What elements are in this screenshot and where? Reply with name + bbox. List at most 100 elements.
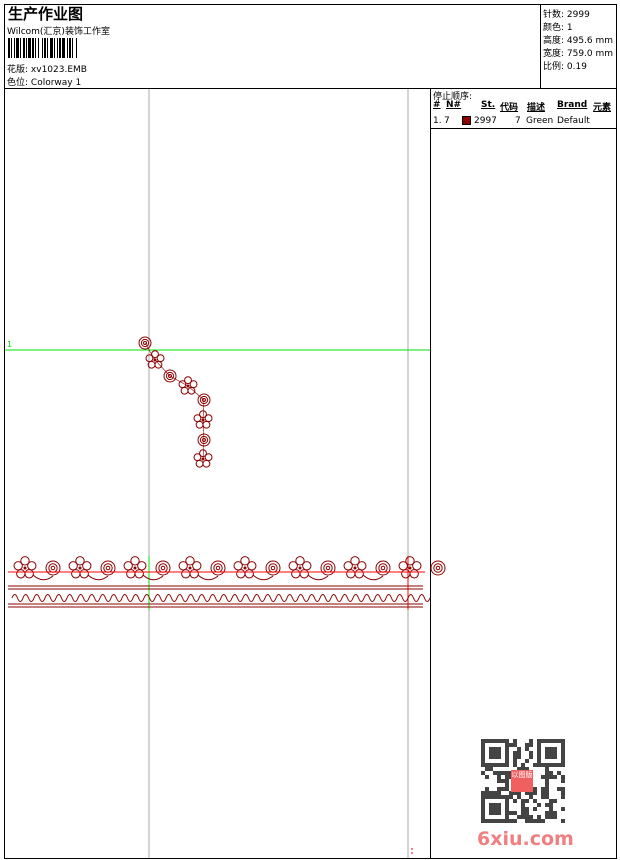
border-spiral-inner	[378, 563, 388, 573]
border-flower-petal	[189, 569, 199, 579]
flower-motif-petal	[202, 420, 211, 429]
border-flower-center	[133, 566, 137, 570]
border-spiral-inner	[433, 563, 443, 573]
flower-motif-petal	[145, 354, 154, 363]
spiral-motif	[138, 336, 152, 350]
border-flower-petal	[20, 556, 30, 566]
spiral-motif-inner	[165, 371, 175, 381]
border-flower-petal	[13, 561, 23, 571]
border-spiral	[100, 560, 116, 576]
border-spiral-inner	[268, 563, 278, 573]
row-index: 1.	[433, 116, 442, 126]
flower-motif-petal	[195, 420, 204, 429]
border-flower-petal	[302, 561, 312, 571]
motif-chain	[144, 342, 205, 460]
watermark-logo: 6xiu.com	[477, 828, 574, 850]
border-flower-petal	[82, 561, 92, 571]
border-flower-petal	[398, 561, 408, 571]
flower-motif-petal	[193, 453, 202, 462]
border-flower-petal	[130, 556, 140, 566]
border-spiral-inner	[103, 563, 113, 573]
border-flower-petal	[181, 569, 191, 579]
border-spiral-core	[215, 565, 221, 571]
design-file: xv1023.EMB	[30, 65, 87, 75]
border-spiral-inner	[48, 563, 58, 573]
border-spiral	[430, 560, 446, 576]
row-needle: 7	[444, 116, 450, 126]
border-flower-petal	[244, 569, 254, 579]
border-flower-petal	[75, 556, 85, 566]
border-flower-petal	[192, 561, 202, 571]
flower-motif-petal	[204, 453, 213, 462]
border-flower-petal	[357, 561, 367, 571]
border-flower-petal	[137, 561, 147, 571]
border-flower-center	[78, 566, 82, 570]
border-flower-center	[353, 566, 357, 570]
border-spiral	[265, 560, 281, 576]
flower-motif-petal	[204, 414, 213, 423]
border-flower-petal	[79, 569, 89, 579]
border-spiral-core	[105, 565, 111, 571]
border-flower-petal	[240, 556, 250, 566]
border-vine	[307, 574, 329, 581]
flower-motif-petal	[180, 386, 189, 395]
flower-motif-petal	[195, 459, 204, 468]
barcode	[8, 38, 132, 58]
flower-motif-petal	[193, 414, 202, 423]
design-label-text: 花版:	[7, 65, 29, 75]
border-flower-petal	[354, 569, 364, 579]
row-code: 7	[515, 116, 521, 126]
border-flower-petal	[288, 561, 298, 571]
border-vine	[252, 574, 274, 581]
divider	[430, 128, 617, 129]
spiral-motif-core	[143, 341, 147, 345]
border-flower-petal	[71, 569, 81, 579]
colorway-label: 色位: Colorway 1	[7, 75, 81, 88]
border-flower-petal	[68, 561, 78, 571]
border-spiral-core	[325, 565, 331, 571]
border-flower-center	[23, 566, 27, 570]
border-flower-petal	[16, 569, 26, 579]
colorway-label-text: 色位:	[7, 78, 29, 88]
col-stitches: St.	[481, 100, 496, 110]
page-title: 生产作业图	[8, 5, 84, 23]
border-spiral	[320, 560, 336, 576]
row-stitches: 2997	[474, 116, 497, 126]
stop-sequence-title: 停止顺序:	[433, 92, 473, 102]
flower-motif-petal	[189, 380, 198, 389]
flower-motif-petal	[202, 459, 211, 468]
design-label: 花版: xv1023.EMB	[7, 62, 87, 75]
border-flower-petal	[233, 561, 243, 571]
border-flower-petal	[123, 561, 133, 571]
border-flower-petal	[236, 569, 246, 579]
border-spiral	[210, 560, 226, 576]
border-spiral	[155, 560, 171, 576]
border-flower-petal	[27, 561, 37, 571]
flower-motif-petal	[178, 380, 187, 389]
border-vine	[142, 574, 164, 581]
border-flower-petal	[134, 569, 144, 579]
qr-code	[481, 739, 565, 823]
border-spiral-core	[160, 565, 166, 571]
design-width: 宽度: 759.0 mm	[543, 49, 614, 59]
border-flower-petal	[405, 556, 415, 566]
scale: 比例: 0.19	[543, 62, 587, 72]
row-brand: Default	[557, 116, 590, 126]
color-count: 颜色: 1	[543, 23, 573, 33]
border-spiral-core	[380, 565, 386, 571]
border-spiral-inner	[158, 563, 168, 573]
border-flower-petal	[401, 569, 411, 579]
design-height: 高度: 495.6 mm	[543, 36, 614, 46]
border-flower-petal	[24, 569, 34, 579]
border-vine	[32, 574, 54, 581]
col-brand: Brand	[557, 100, 588, 110]
border-flower-petal	[299, 569, 309, 579]
border-flower-petal	[350, 556, 360, 566]
border-flower-petal	[178, 561, 188, 571]
col-needle: N#	[446, 100, 462, 110]
start-marker: 1	[7, 340, 13, 349]
watermark-stamp: 以图版	[511, 770, 533, 792]
border-flower-center	[408, 566, 412, 570]
spiral-motif-core	[168, 374, 172, 378]
